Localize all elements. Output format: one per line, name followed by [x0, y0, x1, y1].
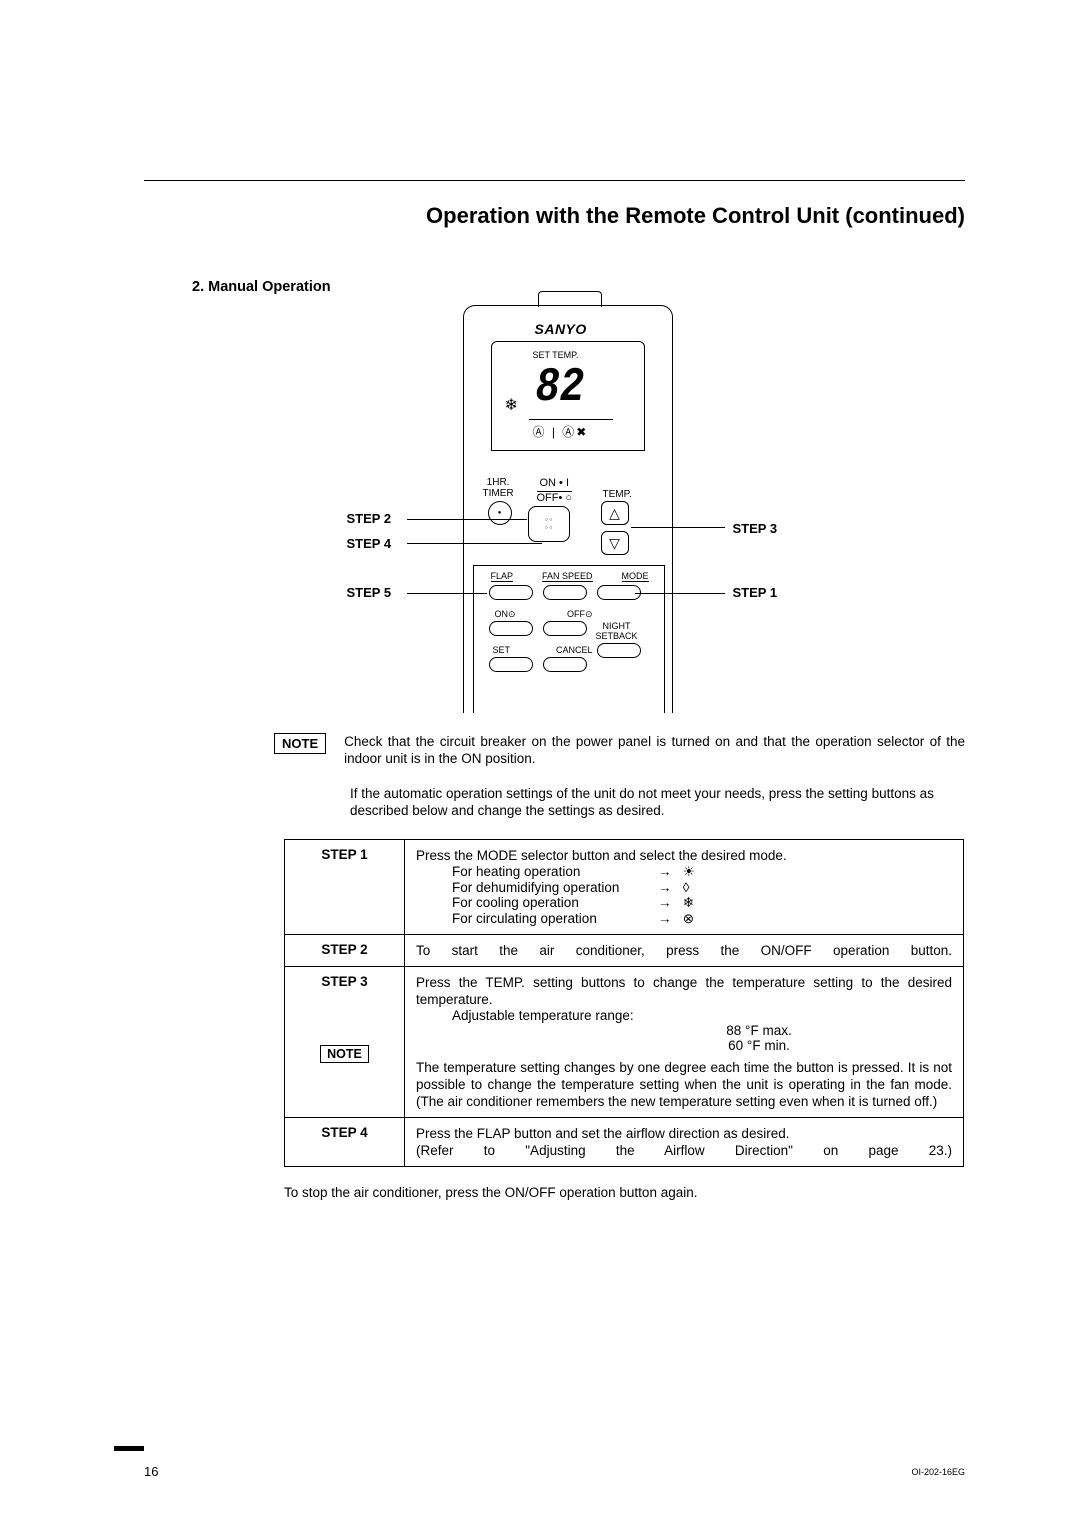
timer-button: ●: [488, 501, 512, 525]
step3-line: [631, 527, 725, 528]
note2-text: If the automatic operation settings of t…: [350, 785, 965, 819]
step2-line: [407, 519, 527, 520]
snowflake-icon: ❄: [505, 395, 518, 415]
temp-up-button: △: [601, 501, 629, 525]
step1-label: STEP 1: [733, 585, 778, 600]
temp-label: TEMP.: [603, 489, 632, 500]
step1-cell-text: Press the MODE selector button and selec…: [405, 840, 964, 935]
step1-line: [635, 593, 725, 594]
step2-cell-text: To start the air conditioner, press the …: [405, 935, 964, 967]
inner-note-badge: NOTE: [320, 1045, 369, 1063]
page-number: 16: [144, 1464, 158, 1479]
step3-cell-label: STEP 3 NOTE: [285, 967, 405, 1118]
doc-code: OI-202-16EG: [911, 1467, 965, 1477]
fan-icon: ⊗: [683, 911, 694, 926]
step4-label: STEP 4: [347, 536, 392, 551]
remote-diagram: SANYO SET TEMP. 82 ❄ Ⓐ | Ⓐ✖ 1HR.TIMER ● …: [144, 305, 965, 705]
onoff-label: ON • I OFF• ○: [537, 477, 573, 505]
timer-label: 1HR.TIMER: [483, 477, 514, 499]
step5-label: STEP 5: [347, 585, 392, 600]
note-badge: NOTE: [274, 733, 326, 754]
step3-cell-text: Press the TEMP. setting buttons to chang…: [405, 967, 964, 1118]
night-pill: [597, 643, 641, 658]
brand-label: SANYO: [535, 321, 587, 337]
step3-label: STEP 3: [733, 521, 778, 536]
stop-instruction: To stop the air conditioner, press the O…: [284, 1185, 965, 1200]
sun-icon: ☀: [683, 864, 695, 879]
step4-cell-label: STEP 4: [285, 1118, 405, 1167]
step2-label: STEP 2: [347, 511, 392, 526]
droplet-icon: ◊: [683, 880, 690, 895]
display-underline: [529, 419, 613, 420]
row2-labels: ON⊙ OFF⊙: [495, 609, 593, 620]
steps-table: STEP 1 Press the MODE selector button an…: [284, 839, 964, 1167]
temp-down-button: ▽: [601, 531, 629, 555]
row1-labels: FLAP FAN SPEED MODE: [491, 571, 649, 582]
step2-cell-label: STEP 2: [285, 935, 405, 967]
step4-cell-text: Press the FLAP button and set the airflo…: [405, 1118, 964, 1167]
pill-row-2: [489, 621, 587, 636]
row3-labels: SET CANCEL: [493, 645, 593, 655]
display-icons: Ⓐ | Ⓐ✖: [533, 423, 589, 440]
set-temp-label: SET TEMP.: [533, 350, 579, 360]
note1-text: Check that the circuit breaker on the po…: [344, 734, 965, 766]
divider-top: [144, 180, 965, 181]
onoff-button: ○ ○○ ○: [528, 506, 570, 542]
page-bar: [114, 1446, 144, 1451]
snowflake-icon: ❄: [683, 895, 694, 910]
step5-line: [407, 593, 487, 594]
pill-row-1: [489, 585, 641, 600]
temp-value: 82: [535, 361, 584, 415]
night-setback-label: NIGHTSETBACK: [587, 621, 647, 641]
pill-row-3: [489, 657, 587, 672]
step4-line: [407, 543, 542, 544]
note-block-1: NOTE Check that the circuit breaker on t…: [274, 733, 965, 767]
page-title: Operation with the Remote Control Unit (…: [144, 203, 965, 229]
step1-cell-label: STEP 1: [285, 840, 405, 935]
